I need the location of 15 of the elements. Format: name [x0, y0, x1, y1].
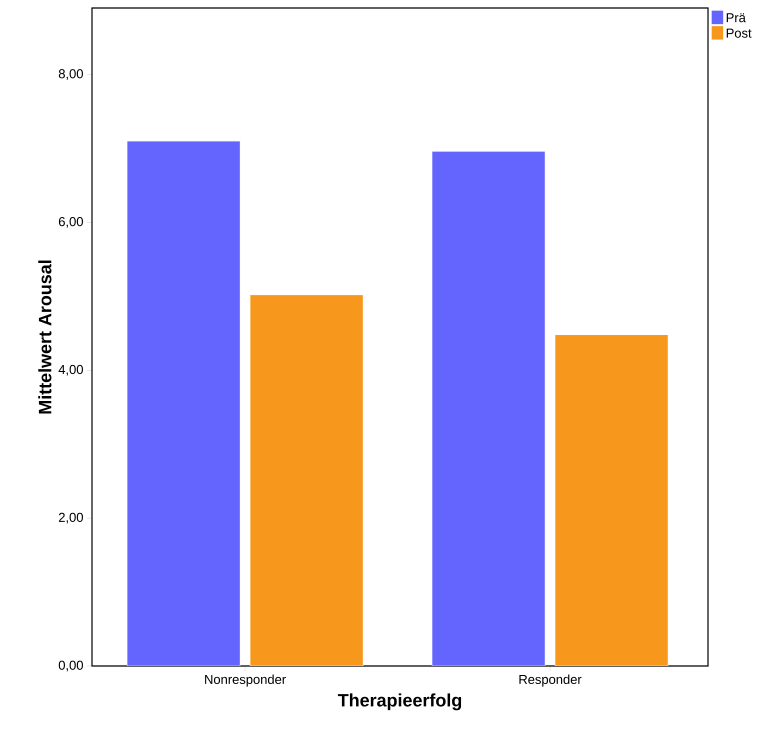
bar — [554, 334, 668, 666]
bar — [126, 140, 240, 666]
legend-label: Post — [726, 28, 752, 38]
y-tick-label: 8,00 — [58, 69, 83, 80]
y-tick-label: 4,00 — [58, 364, 83, 376]
y-axis-title: Mittelwert Arousal — [38, 260, 52, 414]
y-tick-label: 6,00 — [58, 217, 83, 228]
x-tick-label: Nonresponder — [205, 674, 286, 687]
x-axis-title: Therapieerfolg — [338, 693, 462, 710]
x-tick-label: Responder — [519, 674, 582, 687]
bar — [250, 294, 364, 666]
legend-label: Prä — [726, 13, 746, 22]
bar — [432, 151, 546, 666]
y-tick-label: 0,00 — [58, 660, 83, 672]
y-tick-label: 2,00 — [58, 512, 83, 524]
